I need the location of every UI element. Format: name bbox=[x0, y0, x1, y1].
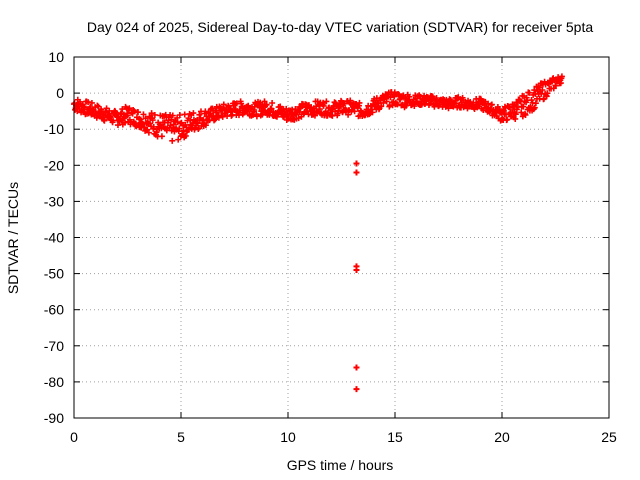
data-point bbox=[351, 108, 358, 115]
data-point bbox=[179, 131, 186, 138]
data-point bbox=[323, 98, 330, 105]
x-tick-label: 20 bbox=[494, 429, 510, 445]
data-point bbox=[158, 133, 165, 140]
data-point bbox=[544, 90, 551, 97]
y-tick-label: -50 bbox=[44, 266, 64, 282]
data-point bbox=[145, 129, 152, 136]
x-tick-label: 0 bbox=[70, 429, 78, 445]
data-point bbox=[522, 111, 529, 118]
data-point bbox=[383, 98, 390, 105]
data-point bbox=[504, 116, 511, 123]
data-point bbox=[257, 99, 264, 106]
data-point bbox=[190, 110, 197, 117]
data-point bbox=[151, 111, 158, 118]
data-point bbox=[149, 117, 156, 124]
data-point bbox=[169, 137, 176, 144]
data-point bbox=[168, 116, 175, 123]
data-point bbox=[196, 111, 203, 118]
data-point bbox=[268, 105, 275, 112]
data-point bbox=[124, 112, 131, 119]
outlier-point bbox=[353, 364, 360, 371]
data-point bbox=[169, 112, 176, 119]
chart-title: Day 024 of 2025, Sidereal Day-to-day VTE… bbox=[87, 19, 594, 35]
y-tick-label: -60 bbox=[44, 302, 64, 318]
data-point bbox=[526, 89, 533, 96]
data-point bbox=[140, 111, 147, 118]
y-tick-label: -40 bbox=[44, 230, 64, 246]
data-point bbox=[369, 109, 376, 116]
data-point bbox=[512, 111, 519, 118]
data-point bbox=[536, 84, 543, 91]
y-tick-label: 10 bbox=[48, 49, 64, 65]
data-point bbox=[131, 108, 138, 115]
y-tick-label: -20 bbox=[44, 157, 64, 173]
axis-ticks: 0 5 10 15 20 25 10 0 -10 -20 -30 -40 -50 -60 -70 -80 -90 bbox=[44, 49, 617, 445]
x-axis-label: GPS time / hours bbox=[287, 457, 394, 473]
data-point bbox=[316, 106, 323, 113]
data-point bbox=[328, 106, 335, 113]
data-point bbox=[202, 108, 209, 115]
y-tick-label: -30 bbox=[44, 193, 64, 209]
data-point bbox=[445, 105, 452, 112]
data-point bbox=[126, 105, 133, 112]
data-point bbox=[176, 125, 183, 132]
data-point bbox=[488, 101, 495, 108]
x-tick-label: 5 bbox=[177, 429, 185, 445]
data-point bbox=[88, 99, 95, 106]
data-point bbox=[175, 136, 182, 143]
outlier-point bbox=[353, 160, 360, 167]
data-point bbox=[558, 73, 565, 80]
data-point bbox=[532, 100, 539, 107]
data-point bbox=[253, 113, 260, 120]
data-point bbox=[146, 120, 153, 127]
data-point bbox=[130, 106, 137, 113]
data-point bbox=[85, 99, 92, 106]
data-point bbox=[378, 103, 385, 110]
x-tick-label: 10 bbox=[280, 429, 296, 445]
y-tick-label: -10 bbox=[44, 121, 64, 137]
data-point bbox=[269, 99, 276, 106]
outlier-point bbox=[353, 386, 360, 393]
y-axis-label: SDTVAR / TECUs bbox=[5, 182, 21, 294]
data-point bbox=[98, 108, 105, 115]
data-point bbox=[94, 102, 101, 109]
data-point bbox=[470, 99, 477, 106]
y-tick-label: 0 bbox=[56, 85, 64, 101]
data-point bbox=[452, 100, 459, 107]
data-point bbox=[202, 122, 209, 129]
data-point bbox=[406, 93, 413, 100]
outlier-point bbox=[353, 169, 360, 176]
data-points bbox=[71, 73, 565, 393]
data-point bbox=[135, 109, 142, 116]
data-point bbox=[110, 117, 117, 124]
data-point bbox=[219, 113, 226, 120]
y-tick-label: -90 bbox=[44, 410, 64, 426]
data-point bbox=[101, 117, 108, 124]
data-point bbox=[539, 86, 546, 93]
data-point bbox=[122, 119, 129, 126]
data-point bbox=[263, 101, 270, 108]
y-tick-label: -70 bbox=[44, 338, 64, 354]
data-point bbox=[311, 112, 318, 119]
x-tick-label: 15 bbox=[387, 429, 403, 445]
data-point bbox=[511, 102, 518, 109]
outlier-point bbox=[353, 266, 360, 273]
data-point bbox=[518, 109, 525, 116]
data-point bbox=[142, 115, 149, 122]
data-point bbox=[528, 97, 535, 104]
x-tick-label: 25 bbox=[601, 429, 617, 445]
data-point bbox=[356, 99, 363, 106]
data-point bbox=[170, 121, 177, 128]
data-point bbox=[531, 87, 538, 94]
data-point bbox=[261, 98, 268, 105]
data-point bbox=[485, 100, 492, 107]
data-point bbox=[520, 103, 527, 110]
data-point bbox=[320, 102, 327, 109]
data-point bbox=[531, 104, 538, 111]
data-point bbox=[137, 116, 144, 123]
data-point bbox=[182, 132, 189, 139]
y-tick-label: -80 bbox=[44, 374, 64, 390]
